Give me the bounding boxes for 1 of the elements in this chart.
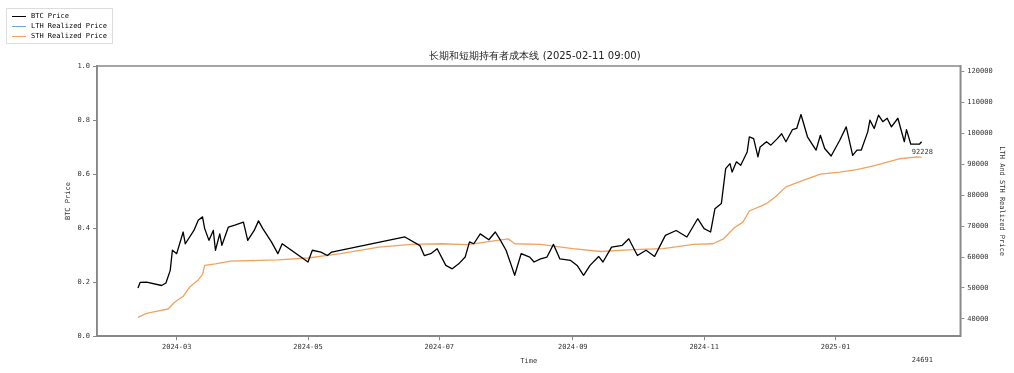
chart-title: 长期和短期持有者成本线 (2025-02-11 09:00): [429, 49, 641, 61]
